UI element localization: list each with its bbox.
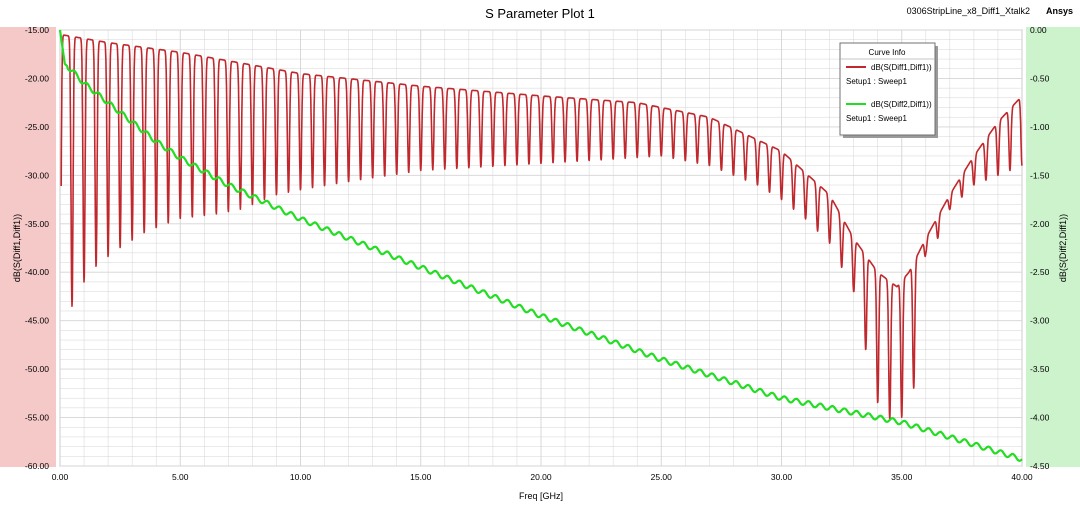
y-tick-label-left: -45.00: [25, 316, 49, 326]
x-tick-label: 15.00: [410, 472, 432, 482]
x-tick-label: 0.00: [52, 472, 69, 482]
legend-sub-series-2: Setup1 : Sweep1: [846, 114, 907, 123]
series-line-diff2-diff1[interactable]: [58, 29, 1023, 462]
y-tick-label-left: -25.00: [25, 122, 49, 132]
y-tick-label-right: -1.00: [1030, 122, 1050, 132]
series-line-diff1-diff1[interactable]: [60, 34, 1023, 420]
grid-lines: [59, 29, 1023, 467]
x-axis-label: Freq [GHz]: [519, 491, 563, 501]
x-tick-label: 5.00: [172, 472, 189, 482]
y-tick-label-left: -50.00: [25, 364, 49, 374]
design-name: 0306StripLine_x8_Diff1_Xtalk2: [907, 6, 1030, 16]
legend-entry-series-2: dB(S(Diff2,Diff1)): [871, 100, 932, 109]
x-tick-label: 25.00: [651, 472, 673, 482]
legend-entry-series-1: dB(S(Diff1,Diff1)): [871, 63, 932, 72]
y-tick-label-right: -2.00: [1030, 219, 1050, 229]
y-tick-label-right: -4.00: [1030, 413, 1050, 423]
legend[interactable]: Curve Info dB(S(Diff1,Diff1)) Setup1 : S…: [839, 42, 938, 138]
brand-label: Ansys: [1046, 6, 1073, 16]
series-layer: [58, 29, 1023, 462]
legend-sub-series-1: Setup1 : Sweep1: [846, 77, 907, 86]
y-tick-label-right: -0.50: [1030, 73, 1050, 83]
right-axis-band: [1026, 27, 1080, 467]
legend-title: Curve Info: [869, 48, 906, 57]
x-tick-label: 20.00: [530, 472, 552, 482]
legend-box[interactable]: [839, 42, 936, 136]
y-tick-label-left: -35.00: [25, 219, 49, 229]
y-tick-label-left: -60.00: [25, 461, 49, 471]
y-axis-left-label: dB(S(Diff1,Diff1)): [12, 214, 22, 282]
y-tick-label-right: -4.50: [1030, 461, 1050, 471]
y-tick-label-left: -15.00: [25, 25, 49, 35]
y-tick-label-right: 0.00: [1030, 25, 1047, 35]
y-tick-label-right: -2.50: [1030, 267, 1050, 277]
y-tick-label-right: -3.00: [1030, 316, 1050, 326]
chart-title: S Parameter Plot 1: [485, 6, 595, 21]
y-tick-label-left: -30.00: [25, 170, 49, 180]
tick-labels: 0.00 5.00 10.00 15.00 20.00 25.00 30.00 35.00 40…: [25, 25, 1050, 482]
x-tick-label: 30.00: [771, 472, 793, 482]
y-axis-right-label: dB(S(Diff2,Diff1)): [1058, 214, 1068, 282]
y-tick-label-left: -55.00: [25, 413, 49, 423]
y-tick-label-right: -3.50: [1030, 364, 1050, 374]
y-tick-label-left: -20.00: [25, 73, 49, 83]
left-axis-band: [0, 27, 56, 467]
x-tick-label: 40.00: [1011, 472, 1033, 482]
x-tick-label: 10.00: [290, 472, 312, 482]
y-tick-label-right: -1.50: [1030, 170, 1050, 180]
y-tick-label-left: -40.00: [25, 267, 49, 277]
x-tick-label: 35.00: [891, 472, 913, 482]
